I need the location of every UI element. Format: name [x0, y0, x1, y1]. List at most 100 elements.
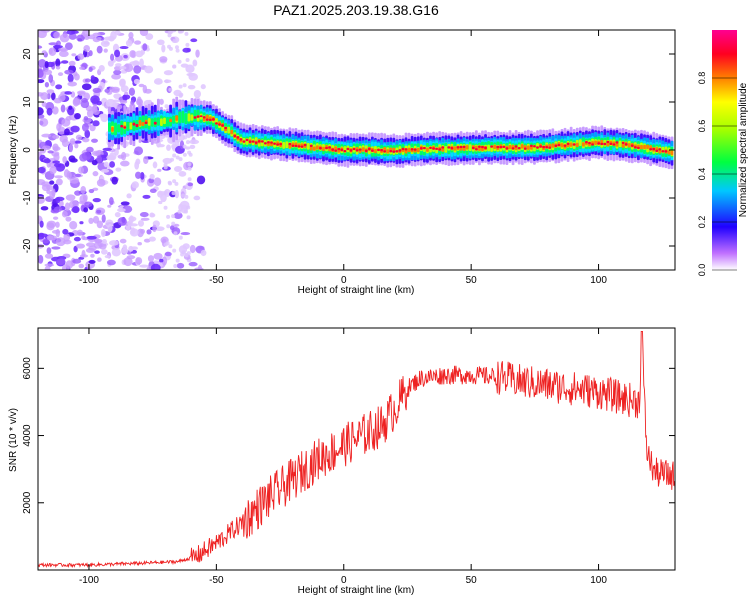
noise-speck	[109, 240, 119, 246]
noise-speck	[38, 58, 47, 68]
noise-speck	[38, 79, 45, 84]
ridge-cell	[523, 147, 527, 150]
noise-speck	[173, 263, 178, 268]
noise-speck	[187, 182, 194, 187]
noise-speck	[187, 150, 192, 155]
ridge-cell	[279, 142, 283, 146]
ridge-cell	[380, 148, 383, 152]
noise-speck	[165, 241, 170, 246]
noise-speck	[114, 49, 121, 58]
noise-speck	[83, 207, 89, 213]
colorbar-gradient	[712, 30, 737, 270]
ridge-cell	[175, 115, 179, 121]
noise-speck	[91, 159, 98, 166]
noise-speck	[123, 257, 133, 267]
ridge-cell	[349, 149, 353, 152]
ridge-cell	[187, 113, 191, 122]
noise-speck	[74, 140, 82, 144]
ridge-cell	[193, 109, 197, 122]
ridge-cell	[621, 143, 625, 148]
ridge-cell	[566, 142, 570, 146]
ridge-cell	[539, 145, 542, 148]
snr-series-line	[38, 330, 675, 569]
ridge-cell	[361, 147, 365, 152]
noise-speck	[127, 220, 133, 227]
noise-speck	[186, 215, 191, 220]
noise-speck	[142, 43, 148, 51]
ridge-cell	[358, 148, 362, 151]
ridge-cell	[557, 143, 561, 147]
ridge-cell	[108, 122, 111, 132]
ridge-cell	[291, 144, 295, 148]
noise-speck	[57, 126, 66, 135]
noise-speck	[75, 173, 81, 178]
noise-speck	[68, 60, 76, 67]
ridge-cell	[328, 146, 331, 149]
noise-speck	[185, 42, 190, 47]
ridge-cell	[340, 148, 344, 152]
ridge-cell	[484, 146, 487, 150]
ridge-cell	[419, 147, 423, 150]
noise-speck	[52, 106, 59, 115]
noise-speck	[119, 99, 128, 104]
ridge-cell	[322, 146, 325, 152]
noise-speck	[159, 98, 164, 105]
noise-speck	[55, 178, 63, 186]
noise-speck	[173, 212, 183, 219]
ridge-cell	[276, 143, 280, 146]
noise-speck	[110, 53, 115, 62]
ridge-cell	[588, 141, 591, 145]
ridge-cell	[233, 134, 237, 138]
ridge-cell	[377, 148, 380, 152]
ridge-cell	[462, 145, 466, 149]
noise-speck	[46, 184, 54, 191]
noise-speck	[61, 118, 71, 127]
ridge-cell	[273, 142, 276, 145]
ridge-cell	[309, 144, 313, 148]
noise-speck	[42, 238, 50, 244]
ridge-cell	[432, 147, 435, 150]
noise-speck	[188, 73, 194, 77]
x-tick-label: 100	[590, 575, 607, 586]
noise-speck	[126, 255, 136, 260]
noise-speck	[96, 100, 102, 106]
noise-speck	[62, 228, 69, 235]
noise-speck	[135, 50, 144, 58]
noise-speck	[166, 224, 171, 229]
noise-speck	[86, 235, 97, 240]
ridge-cell	[438, 148, 442, 151]
ridge-cell	[319, 146, 322, 150]
noise-speck	[177, 209, 182, 214]
noise-speck	[38, 196, 45, 204]
noise-speck	[173, 231, 178, 236]
ridge-cell	[591, 143, 594, 146]
noise-speck	[159, 258, 164, 263]
noise-speck	[176, 262, 185, 269]
noise-speck	[196, 175, 206, 185]
x-tick-label: -50	[209, 575, 224, 586]
noise-speck	[80, 97, 88, 103]
ridge-cell	[618, 140, 622, 148]
noise-speck	[49, 166, 57, 175]
noise-speck	[73, 236, 81, 242]
noise-speck	[72, 206, 80, 214]
noise-speck	[93, 109, 100, 115]
noise-speck	[107, 223, 113, 233]
ridge-cell	[120, 124, 124, 128]
ridge-cell	[260, 140, 264, 143]
noise-speck	[158, 200, 163, 205]
ridge-cell	[254, 141, 258, 144]
noise-speck	[135, 171, 142, 179]
noise-speck	[71, 30, 79, 34]
noise-speck	[98, 113, 107, 119]
ridge-cell	[172, 115, 176, 124]
noise-speck	[53, 216, 59, 220]
noise-speck	[57, 72, 64, 77]
x-tick-label: 50	[466, 275, 478, 286]
ridge-cell	[114, 122, 117, 136]
noise-speck	[164, 251, 172, 257]
ridge-cell	[413, 148, 417, 151]
ridge-cell	[224, 126, 228, 130]
noise-speck	[62, 156, 67, 164]
ridge-cell	[536, 146, 539, 149]
